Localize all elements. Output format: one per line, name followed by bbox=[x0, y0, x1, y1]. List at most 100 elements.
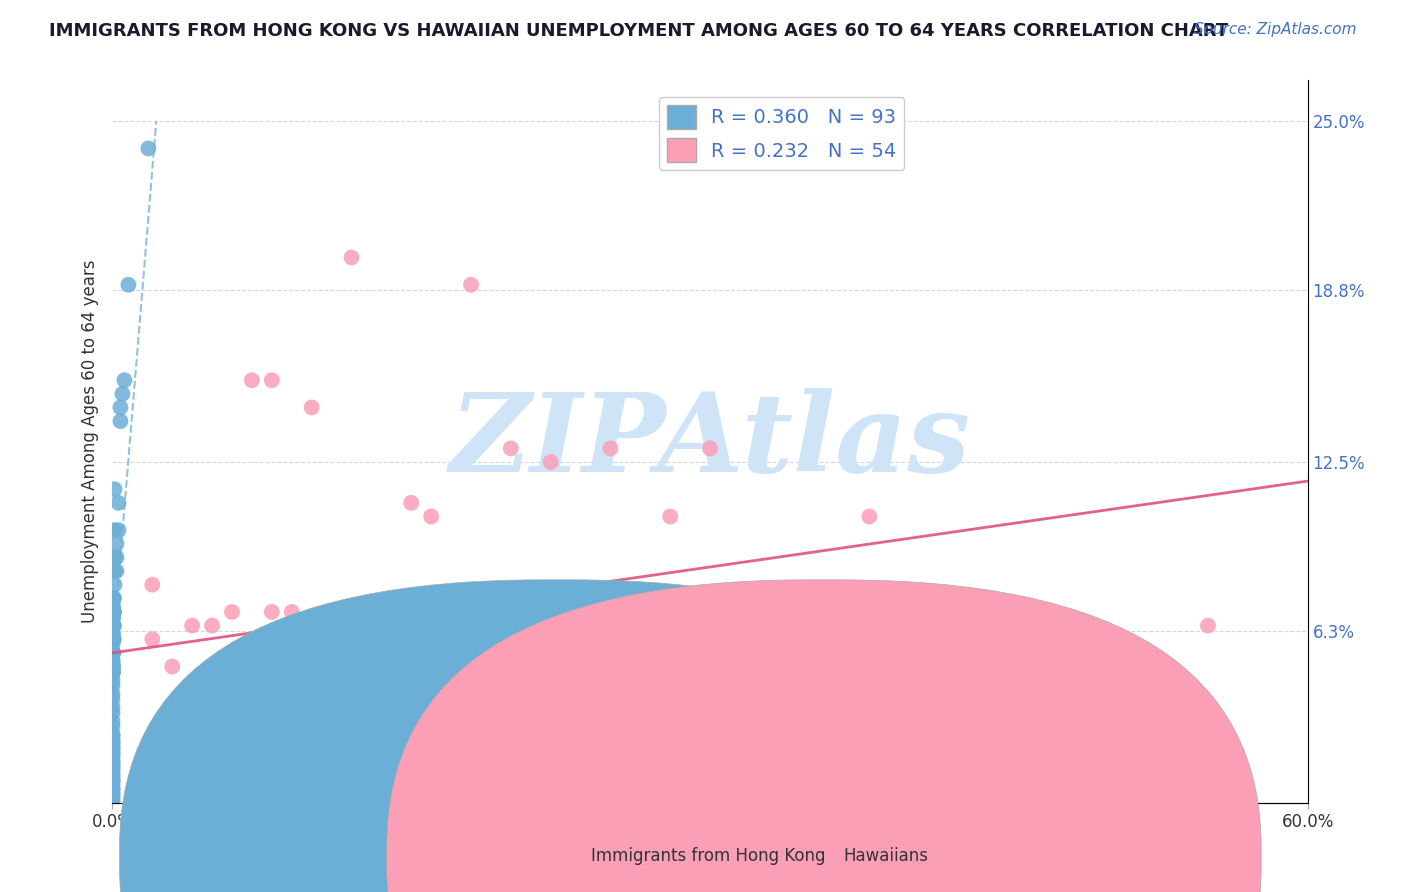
Point bbox=[101, 591, 124, 606]
Point bbox=[321, 618, 343, 632]
Point bbox=[759, 673, 782, 687]
Point bbox=[162, 659, 183, 673]
Point bbox=[181, 618, 204, 632]
Point bbox=[101, 788, 124, 802]
Point bbox=[105, 564, 128, 578]
Point bbox=[141, 632, 163, 647]
Point bbox=[107, 496, 129, 510]
Point bbox=[560, 591, 582, 606]
Point bbox=[101, 777, 124, 791]
Point bbox=[101, 747, 124, 761]
Point bbox=[105, 550, 128, 565]
Point bbox=[101, 782, 124, 797]
Point bbox=[101, 673, 124, 687]
Point bbox=[107, 523, 129, 537]
Point bbox=[101, 731, 124, 745]
Point bbox=[599, 442, 621, 456]
Point bbox=[101, 741, 124, 756]
Point bbox=[260, 373, 283, 387]
Point bbox=[103, 665, 125, 679]
Point bbox=[879, 714, 901, 728]
Point bbox=[499, 442, 522, 456]
Point bbox=[101, 771, 124, 785]
Point bbox=[1038, 768, 1060, 782]
Point bbox=[101, 618, 124, 632]
Point bbox=[977, 755, 1000, 769]
Point bbox=[103, 550, 125, 565]
Point bbox=[101, 760, 124, 774]
Point bbox=[101, 755, 124, 769]
Point bbox=[818, 687, 841, 701]
Point bbox=[101, 610, 124, 624]
Point bbox=[659, 509, 682, 524]
Point bbox=[101, 665, 124, 679]
Point bbox=[138, 141, 160, 155]
Point bbox=[918, 728, 941, 742]
Text: Immigrants from Hong Kong: Immigrants from Hong Kong bbox=[591, 847, 825, 865]
Point bbox=[101, 692, 124, 706]
Point bbox=[101, 632, 124, 647]
Point bbox=[101, 599, 124, 614]
Point bbox=[103, 564, 125, 578]
Point bbox=[117, 277, 139, 292]
Point bbox=[101, 605, 124, 619]
Point bbox=[799, 591, 821, 606]
Point bbox=[858, 509, 880, 524]
Point bbox=[101, 774, 124, 789]
Point bbox=[103, 618, 125, 632]
Point bbox=[101, 747, 124, 761]
Point bbox=[110, 401, 132, 415]
Point bbox=[619, 605, 641, 619]
Point bbox=[101, 765, 124, 780]
Point bbox=[101, 626, 124, 640]
Point bbox=[201, 618, 224, 632]
Point bbox=[101, 757, 124, 772]
Point bbox=[101, 741, 124, 756]
Point bbox=[101, 760, 124, 774]
Point bbox=[101, 728, 124, 742]
Point bbox=[103, 632, 125, 647]
Y-axis label: Unemployment Among Ages 60 to 64 years: Unemployment Among Ages 60 to 64 years bbox=[80, 260, 98, 624]
Point bbox=[101, 610, 124, 624]
Point bbox=[520, 700, 543, 714]
Point bbox=[101, 793, 124, 807]
Point bbox=[101, 638, 124, 652]
Point bbox=[101, 654, 124, 668]
Point bbox=[101, 736, 124, 750]
Point bbox=[101, 646, 124, 660]
Point bbox=[281, 605, 304, 619]
Point bbox=[1077, 782, 1099, 797]
Point bbox=[1137, 673, 1160, 687]
Text: IMMIGRANTS FROM HONG KONG VS HAWAIIAN UNEMPLOYMENT AMONG AGES 60 TO 64 YEARS COR: IMMIGRANTS FROM HONG KONG VS HAWAIIAN UN… bbox=[49, 22, 1229, 40]
Point bbox=[957, 747, 980, 761]
Point bbox=[101, 728, 124, 742]
Point bbox=[103, 659, 125, 673]
Point bbox=[101, 706, 124, 720]
Point bbox=[1018, 763, 1040, 777]
Text: Source: ZipAtlas.com: Source: ZipAtlas.com bbox=[1194, 22, 1357, 37]
Point bbox=[101, 785, 124, 799]
Point bbox=[101, 714, 124, 728]
Point bbox=[838, 692, 860, 706]
Point bbox=[101, 719, 124, 733]
Point bbox=[101, 626, 124, 640]
Point bbox=[101, 749, 124, 764]
Point bbox=[103, 605, 125, 619]
Point bbox=[101, 763, 124, 777]
Point bbox=[1057, 774, 1080, 789]
Point bbox=[101, 591, 124, 606]
Point bbox=[340, 251, 363, 265]
Point bbox=[101, 700, 124, 714]
Point bbox=[101, 736, 124, 750]
Point bbox=[101, 659, 124, 673]
Point bbox=[111, 387, 134, 401]
Point bbox=[699, 442, 721, 456]
Point bbox=[110, 414, 132, 428]
Point bbox=[101, 780, 124, 794]
Point bbox=[101, 782, 124, 797]
Point bbox=[479, 692, 502, 706]
Text: ZIPAtlas: ZIPAtlas bbox=[450, 388, 970, 495]
Point bbox=[1097, 624, 1119, 638]
Point bbox=[998, 610, 1021, 624]
Point bbox=[101, 755, 124, 769]
